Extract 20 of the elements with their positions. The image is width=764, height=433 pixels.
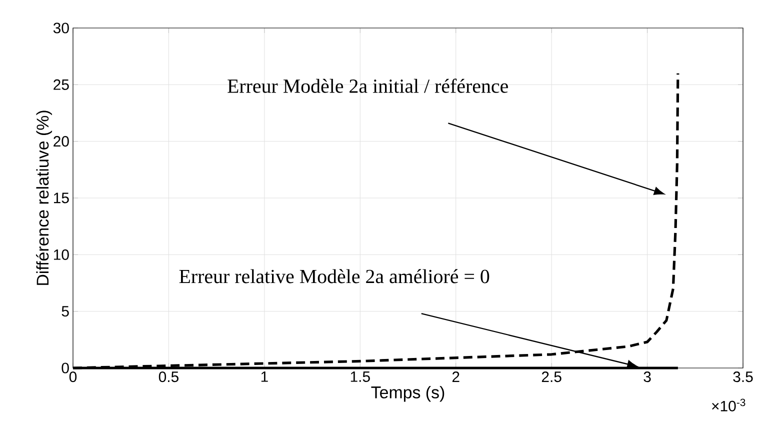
y-tick-label: 5: [62, 306, 69, 317]
x-tick-label: 0.5: [158, 372, 178, 382]
y-tick-label: 15: [54, 192, 69, 204]
x-tick-label: 3: [644, 372, 651, 382]
annotation: Erreur relative Modèle 2a amélioré = 0: [179, 269, 490, 284]
x-axis-title: Temps (s): [371, 386, 444, 402]
y-tick-label: 20: [54, 136, 69, 147]
y-tick-label: 0: [62, 362, 69, 374]
y-tick-label: 25: [54, 79, 69, 90]
annotation: Erreur Modèle 2a initial / référence: [228, 78, 508, 93]
x-tick-label: 1: [261, 372, 268, 382]
x-tick-label: 0: [69, 372, 77, 382]
y-tick-label: 30: [53, 22, 69, 34]
text: ×10$^{-3}$: [712, 398, 746, 412]
x-tick-label: 3.5: [733, 372, 753, 382]
y-tick-label: 10: [54, 249, 69, 260]
x-tick-label: 2.5: [542, 372, 562, 382]
x-tick-label: 2: [452, 372, 460, 382]
x-tick-label: 1.5: [350, 372, 370, 382]
y-axis-title: Différence relatiuve (%): [36, 110, 52, 285]
